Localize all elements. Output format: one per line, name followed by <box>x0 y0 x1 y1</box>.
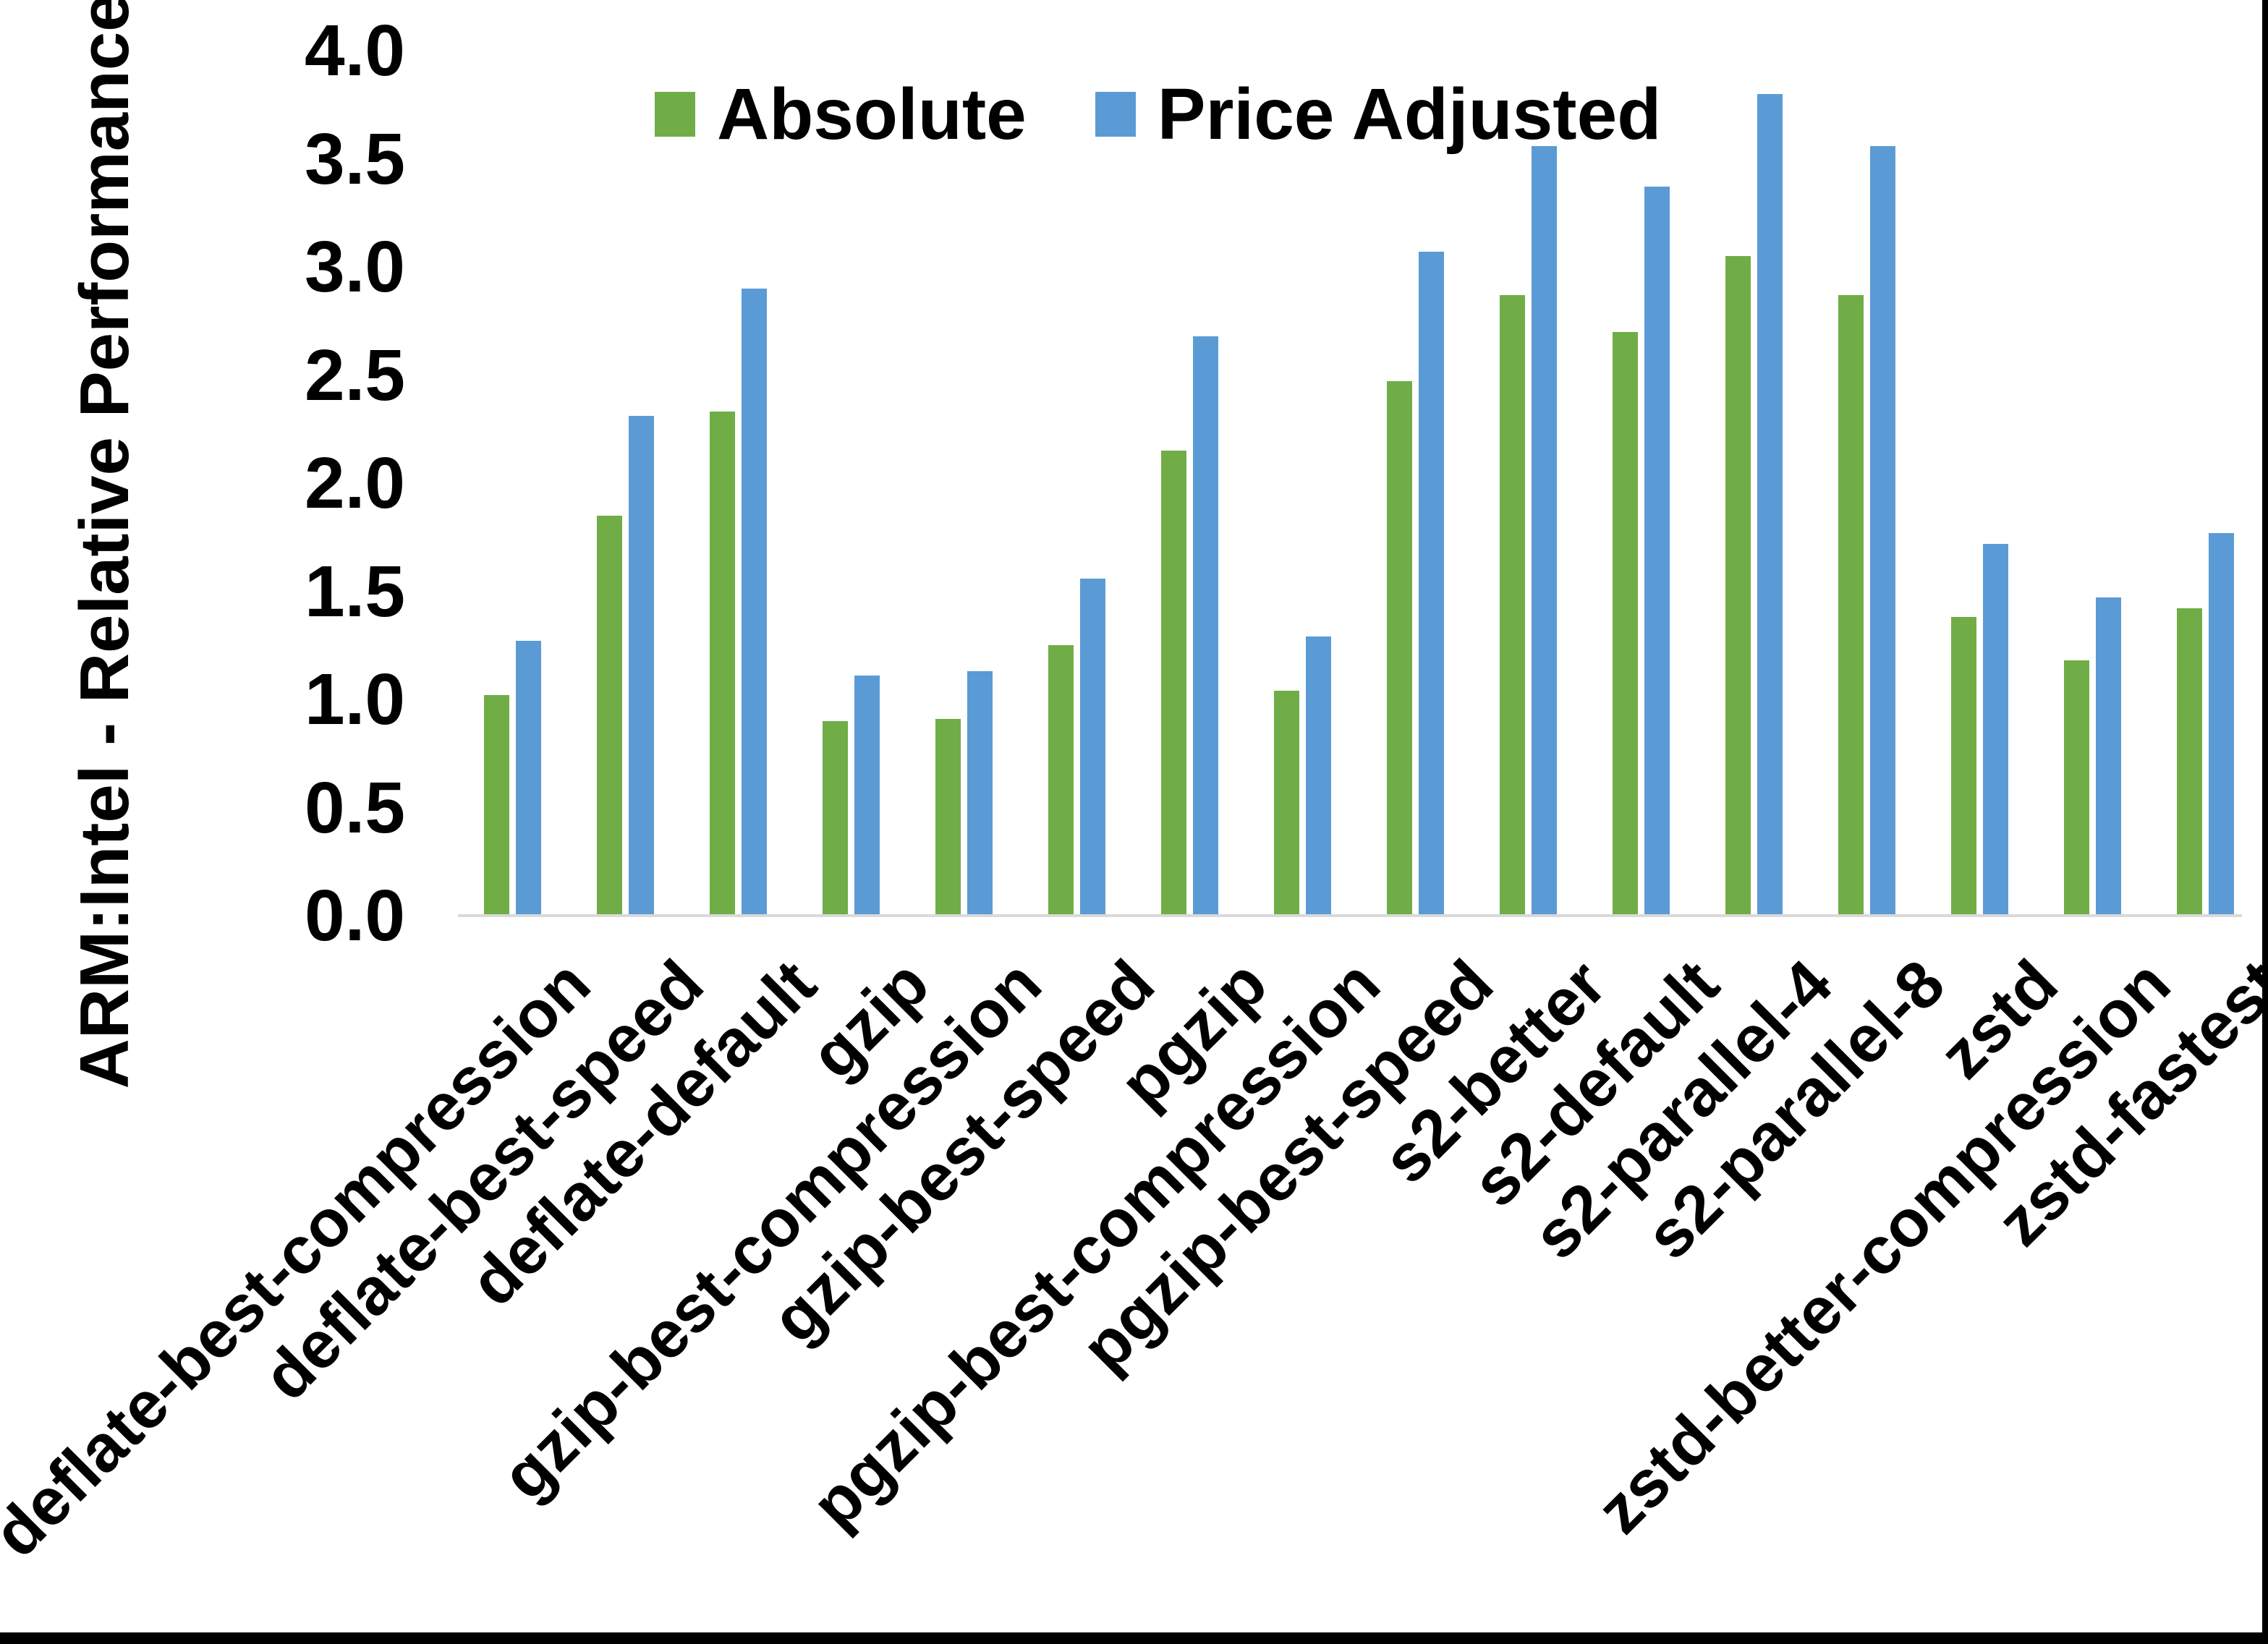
legend-label: Price Adjusted <box>1157 74 1662 155</box>
y-tick-label-2.0: 2.0 <box>304 443 405 524</box>
legend: Absolute Price Adjusted <box>655 78 1661 150</box>
y-tick-label-0.5: 0.5 <box>304 767 405 848</box>
bar-price-adjusted-gzip-best-compression <box>967 671 993 916</box>
bar-absolute-gzip <box>823 721 848 916</box>
bar-absolute-zstd <box>1951 617 1976 916</box>
bar-price-adjusted-pgzip-best-compression <box>1306 636 1331 916</box>
bar-price-adjusted-s2-default <box>1644 187 1670 916</box>
bar-price-adjusted-gzip <box>854 676 880 916</box>
bar-price-adjusted-deflate-best-compression <box>516 641 541 916</box>
bar-absolute-s2-better <box>1500 295 1525 916</box>
bar-price-adjusted-gzip-best-speed <box>1080 579 1105 916</box>
bar-absolute-deflate-default <box>710 412 735 916</box>
legend-item-absolute: Absolute <box>655 78 1027 150</box>
y-tick-label-3.0: 3.0 <box>304 226 405 307</box>
bar-absolute-gzip-best-compression <box>935 719 961 916</box>
y-tick-label-0.0: 0.0 <box>304 875 405 956</box>
y-tick-label-1.5: 1.5 <box>304 550 405 632</box>
bar-price-adjusted-pgzip <box>1193 336 1218 916</box>
legend-label: Absolute <box>717 74 1027 155</box>
frame-border-right <box>2262 0 2268 1644</box>
legend-swatch-icon <box>1095 92 1136 137</box>
y-tick-label-3.5: 3.5 <box>304 118 405 200</box>
bar-absolute-pgzip-best-speed <box>1387 381 1412 916</box>
bar-price-adjusted-s2-parallel-4 <box>1757 94 1783 916</box>
x-axis-line <box>458 914 2242 917</box>
y-tick-label-1.0: 1.0 <box>304 659 405 740</box>
bar-absolute-pgzip <box>1161 451 1186 916</box>
bar-absolute-s2-default <box>1613 332 1638 916</box>
legend-swatch-icon <box>655 92 695 137</box>
frame-border-bottom <box>0 1632 2268 1644</box>
bar-absolute-deflate-best-compression <box>484 695 509 916</box>
bar-absolute-s2-parallel-8 <box>1838 295 1864 916</box>
bar-absolute-s2-parallel-4 <box>1725 256 1751 916</box>
bar-absolute-gzip-best-speed <box>1048 645 1074 916</box>
bar-absolute-deflate-best-speed <box>597 516 622 916</box>
y-tick-label-4.0: 4.0 <box>304 10 405 91</box>
bar-price-adjusted-zstd-better-compression <box>2096 597 2121 916</box>
bar-absolute-zstd-better-compression <box>2064 660 2089 916</box>
bar-price-adjusted-zstd-fastest <box>2209 533 2234 916</box>
y-tick-label-2.5: 2.5 <box>304 334 405 416</box>
bar-price-adjusted-zstd <box>1983 544 2008 916</box>
bar-price-adjusted-deflate-default <box>742 289 767 916</box>
bar-absolute-pgzip-best-compression <box>1274 691 1299 916</box>
bar-price-adjusted-s2-better <box>1532 146 1557 916</box>
bar-price-adjusted-deflate-best-speed <box>629 416 654 916</box>
bar-absolute-zstd-fastest <box>2177 608 2202 916</box>
legend-item-price-adjusted: Price Adjusted <box>1095 78 1661 150</box>
bar-price-adjusted-s2-parallel-8 <box>1870 146 1895 916</box>
bar-price-adjusted-pgzip-best-speed <box>1419 252 1444 916</box>
